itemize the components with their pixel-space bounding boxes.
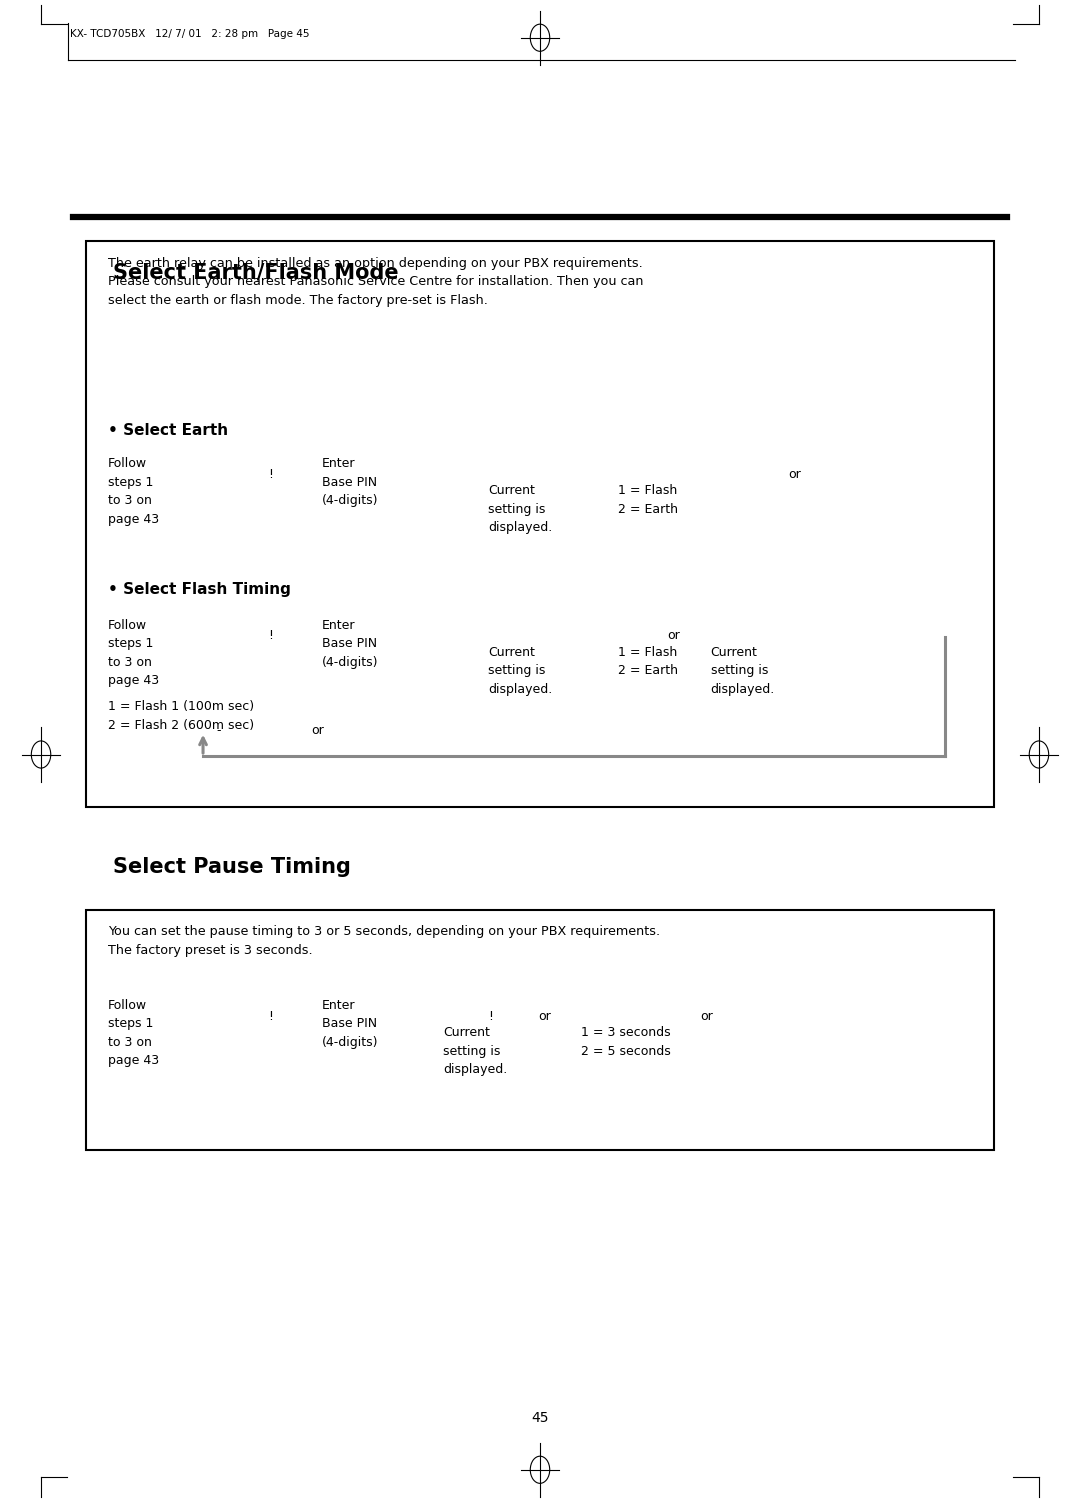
Text: Follow
steps 1
to 3 on
page 43: Follow steps 1 to 3 on page 43 [108, 457, 159, 525]
Text: 45: 45 [531, 1411, 549, 1424]
Text: or: or [700, 1010, 713, 1023]
Text: !: ! [488, 1010, 494, 1023]
Text: Enter
Base PIN
(4-digits): Enter Base PIN (4-digits) [322, 457, 378, 507]
Text: 1 = Flash 1 (100m sec)
2 = Flash 2 (600m sec): 1 = Flash 1 (100m sec) 2 = Flash 2 (600m… [108, 700, 254, 732]
Text: Current
setting is
displayed.: Current setting is displayed. [488, 646, 552, 696]
Text: or: or [788, 468, 801, 481]
Text: Enter
Base PIN
(4-digits): Enter Base PIN (4-digits) [322, 619, 378, 668]
Text: 1 = Flash
2 = Earth: 1 = Flash 2 = Earth [618, 646, 678, 678]
Text: The earth relay can be installed as an option depending on your PBX requirements: The earth relay can be installed as an o… [108, 257, 644, 306]
Text: • Select Flash Timing: • Select Flash Timing [108, 582, 291, 598]
Text: !: ! [268, 468, 273, 481]
Text: Follow
steps 1
to 3 on
page 43: Follow steps 1 to 3 on page 43 [108, 999, 159, 1067]
Text: Current
setting is
displayed.: Current setting is displayed. [443, 1026, 507, 1076]
Text: Select Earth/Flash Mode: Select Earth/Flash Mode [113, 263, 399, 282]
Text: Follow
steps 1
to 3 on
page 43: Follow steps 1 to 3 on page 43 [108, 619, 159, 687]
Text: !: ! [268, 1010, 273, 1023]
Text: !: ! [268, 629, 273, 643]
Text: Current
setting is
displayed.: Current setting is displayed. [711, 646, 774, 696]
Text: KX- TCD705BX   12/ 7/ 01   2: 28 pm   Page 45: KX- TCD705BX 12/ 7/ 01 2: 28 pm Page 45 [70, 29, 310, 39]
Bar [86, 241, 994, 807]
Text: Enter
Base PIN
(4-digits): Enter Base PIN (4-digits) [322, 999, 378, 1049]
Text: Current
setting is
displayed.: Current setting is displayed. [488, 484, 552, 534]
Text: You can set the pause timing to 3 or 5 seconds, depending on your PBX requiremen: You can set the pause timing to 3 or 5 s… [108, 925, 660, 957]
Text: or: or [667, 629, 680, 643]
Text: Select Pause Timing: Select Pause Timing [113, 857, 351, 877]
Text: -: - [216, 724, 220, 738]
Text: 1 = 3 seconds
2 = 5 seconds: 1 = 3 seconds 2 = 5 seconds [581, 1026, 671, 1058]
Bar [86, 910, 994, 1150]
Text: • Select Earth: • Select Earth [108, 423, 228, 438]
Text: or: or [311, 724, 324, 738]
Text: 1 = Flash
2 = Earth: 1 = Flash 2 = Earth [618, 484, 678, 516]
Text: or: or [538, 1010, 551, 1023]
